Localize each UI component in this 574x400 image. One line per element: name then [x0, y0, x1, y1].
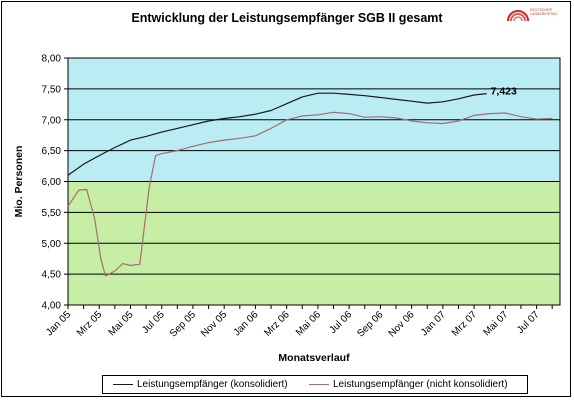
y-tick-label: 7,00 [42, 115, 62, 126]
x-tick-label: Mai 07 [481, 309, 510, 338]
y-tick-label: 5,50 [42, 208, 62, 219]
chart-legend: Leistungsempfänger (konsolidiert) Leistu… [102, 375, 528, 394]
x-tick-label: Nov 06 [387, 309, 417, 339]
y-tick-label: 6,50 [42, 146, 62, 157]
x-tick-label: Jan 06 [232, 309, 261, 338]
y-axis-title: Mio. Personen [13, 146, 25, 218]
x-tick-label: Jan 05 [44, 309, 73, 338]
legend-item-nicht-konsolidiert: Leistungsempfänger (nicht konsolidiert) [309, 379, 508, 390]
x-tick-label: Nov 05 [199, 309, 229, 339]
x-tick-label: Jul 05 [140, 309, 167, 336]
legend-swatch-nicht-konsolidiert [309, 384, 329, 385]
legend-label-nicht-konsolidiert: Leistungsempfänger (nicht konsolidiert) [333, 379, 508, 390]
y-tick-label: 7,50 [42, 84, 62, 95]
x-tick-label: Jul 07 [515, 309, 542, 336]
x-tick-label: Jul 06 [328, 309, 355, 336]
legend-swatch-konsolidiert [113, 384, 133, 385]
x-tick-label: Sep 05 [168, 309, 198, 339]
x-tick-label: Mrz 05 [75, 309, 105, 339]
data-label-annotation: 7,423 [491, 86, 517, 98]
legend-item-konsolidiert: Leistungsempfänger (konsolidiert) [113, 379, 288, 390]
x-tick-label: Mai 06 [294, 309, 323, 338]
x-axis-title: Monatsverlauf [278, 352, 350, 364]
x-tick-label: Jan 07 [419, 309, 448, 338]
y-tick-label: 5,00 [42, 239, 62, 250]
x-tick-label: Sep 06 [355, 309, 385, 339]
y-tick-label: 4,00 [42, 301, 62, 312]
legend-label-konsolidiert: Leistungsempfänger (konsolidiert) [137, 379, 288, 390]
y-tick-label: 4,50 [42, 270, 62, 281]
x-tick-label: Mrz 06 [262, 309, 292, 339]
y-tick-label: 8,00 [42, 54, 62, 65]
x-tick-label: Mai 05 [107, 309, 136, 338]
x-tick-label: Mrz 07 [450, 309, 480, 339]
y-tick-label: 6,00 [42, 177, 62, 188]
